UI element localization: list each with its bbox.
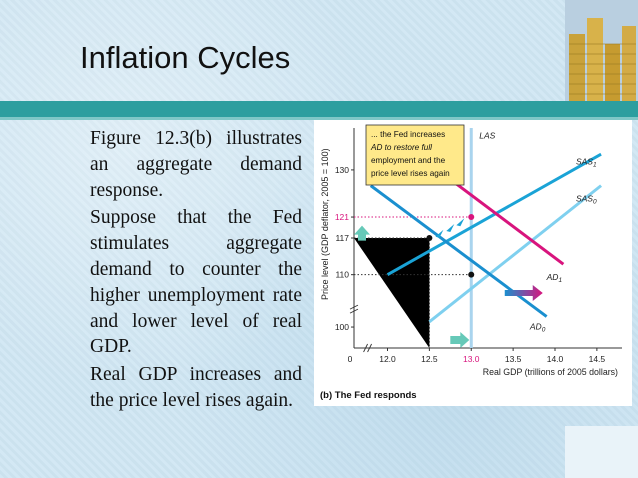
body-paragraph: Real GDP increases and the price level r… [90,364,302,411]
x-axis-label: Real GDP (trillions of 2005 dollars) [483,367,618,377]
y-tick-label: 130 [335,165,349,175]
y-tick-label: 117 [335,233,349,243]
x-tick-label: 14.0 [547,354,564,364]
coin-stack [569,18,636,101]
figure-panel: Price level (GDP deflator, 2005 = 100) 0… [314,120,632,406]
movement-arrow [435,229,444,238]
curve-label-sas1: SAS1 [576,157,597,169]
curve-label-sas0: SAS0 [576,193,597,205]
ad-shift-arrow [504,285,543,301]
movement-arrow [456,218,465,227]
x-tick-label: 12.5 [421,354,438,364]
callout-line: AD to restore full [370,143,432,152]
coin-stacks-image [565,0,638,101]
curve-label-ad0: AD0 [529,322,546,334]
x-tick-label: 0 [348,354,353,364]
curve-ad1 [436,168,565,266]
y-tick-label: 121 [335,212,349,222]
chart-curves: LAS SAS1 SAS0 AD1 AD0 [354,128,602,348]
axis-break-y [349,304,359,314]
curve-subscript: 0 [542,327,546,334]
curve-label-ad1: AD1 [546,272,563,284]
movement-arrow [446,224,455,232]
curve-subscript: 0 [593,198,597,205]
x-tick-label: 14.5 [589,354,606,364]
slide-body: Figure 12.3(b) illustrates an aggregate … [90,126,302,416]
guide-117 [354,237,430,348]
curve-subscript: 1 [558,277,562,284]
curve-sas0 [428,184,602,323]
corner-decoration [565,426,638,478]
curve-sas1 [386,152,602,276]
title-divider-highlight [0,117,638,120]
gdp-right-arrow [450,332,470,348]
y-axis-label: Price level (GDP deflator, 2005 = 100) [320,148,330,300]
callout-line: employment and the [371,156,446,165]
equilibrium-point [468,271,475,278]
curve-label-las: LAS [479,130,495,140]
curve-subscript: 1 [593,162,597,169]
chart-marks [354,214,543,348]
axis-break-x [363,343,372,353]
slide-title: Inflation Cycles [80,40,291,75]
equilibrium-point [426,235,433,241]
figure-caption: (b) The Fed responds [320,390,417,401]
body-paragraph: Suppose that the Fed stimulates aggregat… [90,207,302,358]
x-tick-label: 13.5 [505,354,522,364]
x-tick-label: 13.0 [463,354,480,364]
y-tick-label: 100 [335,322,349,332]
x-tick-label: 12.0 [379,354,396,364]
callout-box: ... the Fed increases AD to restore full… [365,124,465,186]
body-paragraph: Figure 12.3(b) illustrates an aggregate … [90,128,302,201]
equilibrium-point [468,214,475,221]
callout-line: ... the Fed increases [371,130,445,139]
callout-line: price level rises again [371,169,450,178]
title-divider-band [0,101,638,117]
price-up-arrow [354,225,370,241]
y-tick-label: 110 [335,270,349,280]
aggregate-demand-chart: Price level (GDP deflator, 2005 = 100) 0… [320,124,622,401]
